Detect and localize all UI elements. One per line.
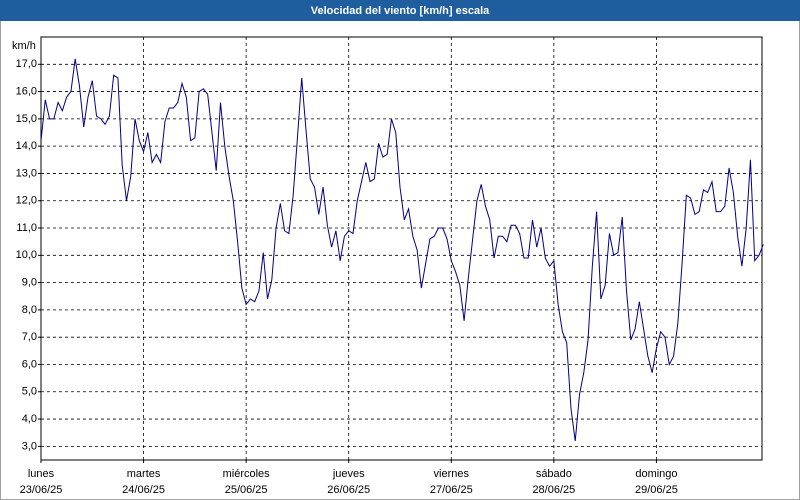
- y-tick-label: 4,0: [22, 413, 37, 425]
- y-unit: km/h: [12, 40, 36, 52]
- x-tick-label: miércoles: [223, 468, 271, 480]
- y-tick-label: 16,0: [16, 85, 37, 97]
- y-tick-label: 11,0: [16, 222, 37, 234]
- y-tick-label: 15,0: [16, 113, 37, 125]
- chart-title: Velocidad del viento [km/h] escala: [311, 5, 490, 17]
- x-tick-date: 24/06/25: [122, 484, 165, 496]
- x-tick-date: 27/06/25: [430, 484, 473, 496]
- y-tick-label: 6,0: [22, 358, 37, 370]
- y-tick-label: 17,0: [16, 58, 37, 70]
- y-tick-label: 7,0: [22, 331, 37, 343]
- x-tick-label: martes: [127, 468, 161, 480]
- title-bar: [0, 0, 800, 21]
- plot-area: [40, 36, 763, 461]
- y-tick-label: 13,0: [16, 167, 37, 179]
- x-tick-label: domingo: [635, 468, 677, 480]
- y-tick-label: 3,0: [22, 440, 37, 452]
- x-tick-label: viernes: [434, 468, 470, 480]
- x-tick-date: 26/06/25: [327, 484, 370, 496]
- x-tick-label: jueves: [332, 468, 365, 480]
- x-tick-date: 28/06/25: [532, 484, 575, 496]
- y-tick-label: 14,0: [16, 140, 37, 152]
- y-tick-label: 5,0: [22, 386, 37, 398]
- x-tick-date: 25/06/25: [225, 484, 268, 496]
- y-tick-label: 9,0: [22, 277, 37, 289]
- y-tick-label: 12,0: [16, 195, 37, 207]
- x-tick-date: 23/06/25: [20, 484, 63, 496]
- y-tick-label: 8,0: [22, 304, 37, 316]
- data-line: [40, 58, 764, 441]
- x-tick-date: 29/06/25: [635, 484, 678, 496]
- x-tick-label: lunes: [28, 468, 55, 480]
- y-tick-label: 10,0: [16, 249, 37, 261]
- x-tick-label: sábado: [536, 468, 572, 480]
